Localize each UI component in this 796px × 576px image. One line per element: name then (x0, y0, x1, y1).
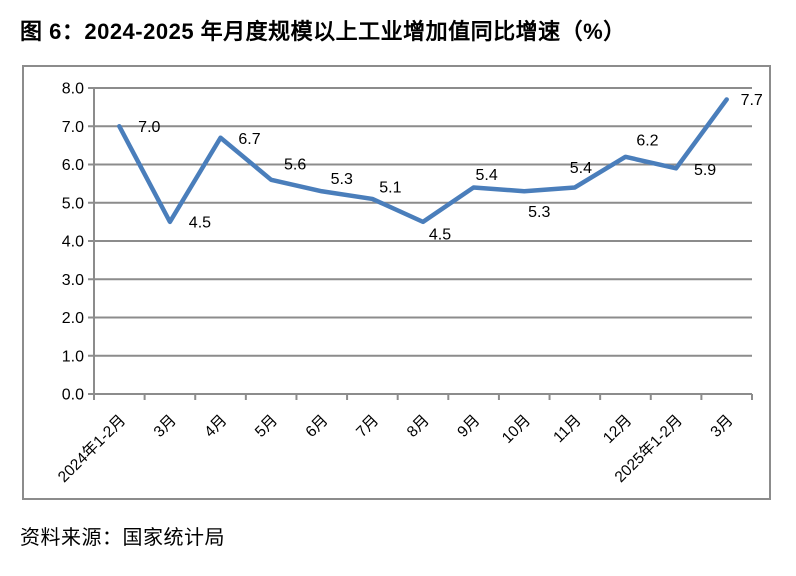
data-label: 5.3 (528, 204, 550, 221)
x-axis-tick-label: 2024年1-2月 (54, 411, 129, 486)
data-label: 5.1 (379, 179, 401, 196)
source-note: 资料来源：国家统计局 (20, 527, 225, 549)
y-axis-tick-label: 6.0 (62, 157, 84, 174)
x-axis-tick-label: 4月 (201, 412, 230, 441)
y-axis-tick-label: 4.0 (62, 234, 84, 251)
data-label: 5.4 (475, 167, 497, 184)
y-axis-tick-label: 8.0 (62, 81, 84, 98)
y-axis-tick-label: 5.0 (62, 195, 84, 212)
data-label: 5.9 (694, 162, 716, 179)
x-axis-tick-label: 10月 (499, 412, 534, 447)
x-axis-tick-label: 12月 (600, 412, 635, 447)
x-axis-tick-label: 9月 (454, 412, 483, 441)
data-label: 7.7 (741, 92, 763, 109)
y-axis-tick-label: 3.0 (62, 272, 84, 289)
data-label: 6.2 (636, 132, 658, 149)
data-label: 5.4 (570, 160, 592, 177)
x-axis-tick-label: 11月 (550, 412, 584, 446)
x-axis-tick-label: 6月 (303, 412, 332, 441)
growth-line-series (117, 97, 729, 225)
y-axis-tick-label: 7.0 (62, 119, 84, 136)
x-axis-tick-label: 8月 (404, 412, 433, 441)
chart-frame: 0.0 1.0 2.0 3.0 4.0 5.0 6.0 7.0 8.0 2024年1-2月 3月 4月… (22, 65, 771, 500)
y-axis-tick-label: 0.0 (62, 387, 84, 404)
figure-title: 图 6：2024-2025 年月度规模以上工业增加值同比增速（%） (20, 19, 626, 44)
x-axis-tick-label: 5月 (252, 412, 281, 441)
line-chart: 0.0 1.0 2.0 3.0 4.0 5.0 6.0 7.0 8.0 2024年1-2月 3月 4月… (54, 81, 763, 486)
data-label: 4.5 (429, 226, 451, 243)
data-label: 6.7 (238, 131, 260, 148)
x-axis-tick-label: 3月 (151, 412, 180, 441)
x-axis-tick-label: 3月 (707, 412, 736, 441)
y-axis-tick-label: 1.0 (62, 348, 84, 365)
data-label: 4.5 (189, 214, 211, 231)
data-label: 5.6 (284, 156, 306, 173)
x-axis-tick-label: 7月 (353, 412, 382, 441)
data-label: 5.3 (331, 171, 353, 188)
y-axis-tick-label: 2.0 (62, 310, 84, 327)
data-label: 7.0 (138, 119, 160, 136)
